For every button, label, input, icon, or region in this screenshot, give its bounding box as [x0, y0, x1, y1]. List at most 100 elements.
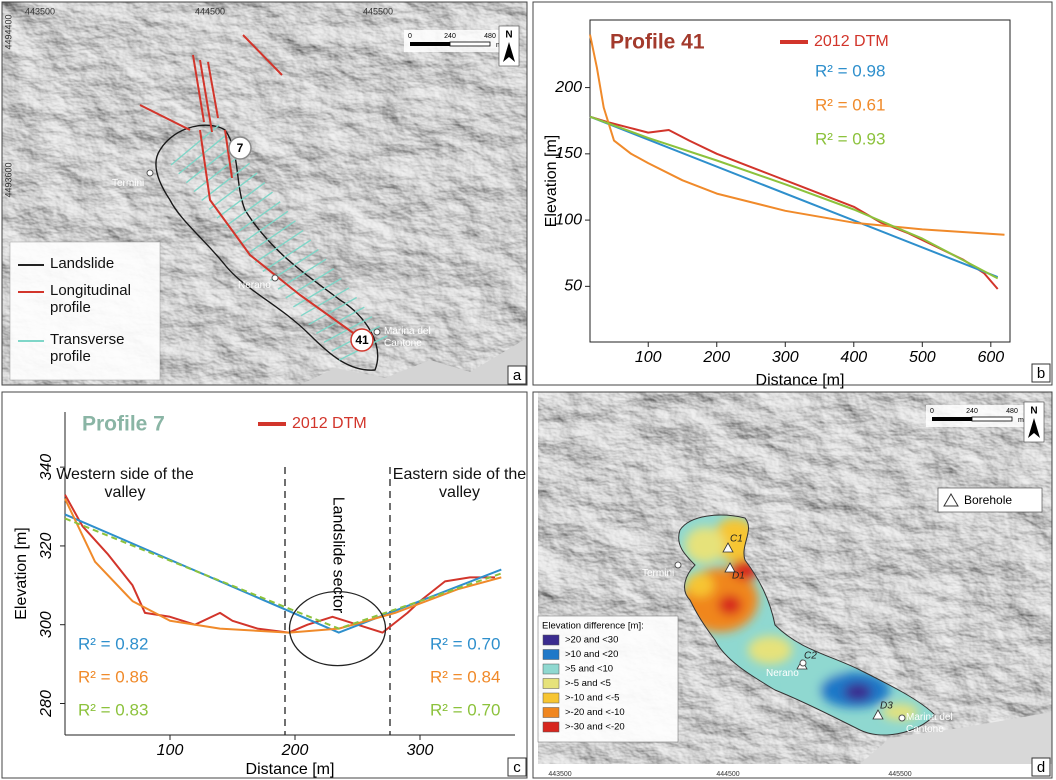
panel-frame	[2, 392, 527, 778]
x-tick-label: 100	[157, 742, 184, 759]
borehole-label: C1	[730, 534, 743, 545]
scale-label: 0	[930, 408, 934, 415]
place-dot	[899, 715, 905, 721]
panel-letter: a	[513, 367, 522, 384]
plot-frame	[590, 20, 1010, 342]
legend-swatch	[543, 722, 559, 732]
scale-label: 480	[484, 33, 496, 40]
chart-title: Profile 7	[82, 413, 165, 436]
scale-bar	[410, 42, 450, 46]
x-tick-label: 500	[909, 349, 936, 366]
panel-letter: c	[513, 759, 521, 776]
region-label: Western side of the valley	[45, 466, 205, 503]
north-label: N	[505, 30, 512, 41]
legend-swatch	[543, 693, 559, 703]
scale-bar	[450, 42, 490, 46]
legend-label: >20 and <30	[565, 635, 618, 646]
legend-label: >-20 and <-10	[565, 707, 625, 718]
chart-title: Profile 41	[610, 31, 705, 54]
place-label: Termini	[112, 178, 144, 190]
x-tick-label: 400	[840, 349, 867, 366]
profile-number: 41	[355, 333, 369, 347]
x-tick-label: 300	[772, 349, 799, 366]
diff-blob	[844, 683, 872, 701]
series-line	[65, 518, 501, 628]
scale-label: 0	[408, 33, 412, 40]
legend-label: R² = 0.61	[815, 95, 885, 114]
legend-label: 2012 DTM	[292, 415, 367, 432]
y-tick-label: 320	[38, 532, 55, 559]
place-label: Termini	[642, 568, 674, 580]
legend-title: Elevation difference [m]:	[542, 621, 644, 632]
figure: 7414435004445004455004494400449360002404…	[0, 0, 1056, 780]
y-axis-title: Elevation [m]	[543, 135, 560, 227]
place-dot	[272, 275, 278, 281]
region-label: Landslide sector	[329, 497, 346, 614]
borehole-legend-label: Borehole	[964, 493, 1012, 507]
legend-swatch	[543, 635, 559, 645]
place-label: Nerano	[766, 668, 799, 680]
coord-x: 445500	[363, 6, 393, 16]
region-label: Eastern side of the valley	[392, 466, 527, 503]
diff-blob	[685, 527, 725, 563]
figure-canvas: 7414435004445004455004494400449360002404…	[0, 0, 1056, 780]
y-tick-label: 300	[38, 611, 55, 638]
y-tick-label: 280	[38, 690, 55, 718]
place-dot	[374, 329, 380, 335]
legend-label: Landslide	[50, 255, 145, 272]
legend-swatch	[543, 664, 559, 674]
legend-label: >5 and <10	[565, 664, 613, 675]
diff-blob	[718, 595, 742, 615]
x-axis-title: Distance [m]	[756, 372, 845, 389]
x-tick-label: 300	[407, 742, 434, 759]
scale-label: 480	[1006, 408, 1018, 415]
legend-label: 2012 DTM	[814, 33, 889, 50]
coord-x: 444500	[195, 6, 225, 16]
profile-number: 7	[237, 141, 244, 155]
north-label: N	[1030, 406, 1037, 417]
scale-label: 240	[966, 408, 978, 415]
scale-unit: m	[1018, 417, 1024, 424]
panel-frame	[533, 2, 1052, 385]
x-tick-label: 600	[977, 349, 1004, 366]
legend-swatch	[543, 650, 559, 660]
diff-blob	[748, 636, 792, 664]
coord-y: 4493600	[3, 162, 13, 197]
x-axis-title: Distance [m]	[246, 761, 335, 778]
fit-r2: R² = 0.70	[430, 634, 500, 653]
place-label: Marina del Cantone	[384, 326, 454, 349]
legend-label: >-5 and <5	[565, 678, 611, 689]
legend-label: >-10 and <-5	[565, 693, 619, 704]
coord-x: 444500	[716, 771, 739, 778]
x-tick-label: 200	[281, 742, 309, 759]
borehole-label: D3	[880, 701, 893, 712]
legend-label: >10 and <20	[565, 649, 618, 660]
scale-bar	[972, 417, 1012, 421]
legend-label: Longitudinal profile	[50, 282, 145, 317]
borehole-label: C2	[804, 651, 817, 662]
legend-swatch	[543, 708, 559, 718]
coord-x: 445500	[888, 771, 911, 778]
scale-label: 240	[444, 33, 456, 40]
series-line	[590, 117, 998, 289]
place-dot	[675, 562, 681, 568]
place-label: Nerano	[238, 280, 271, 292]
panel-letter: b	[1037, 365, 1045, 382]
legend-label: R² = 0.98	[815, 61, 885, 80]
legend-label: Transverse profile	[50, 331, 145, 366]
x-tick-label: 100	[635, 349, 662, 366]
fit-r2: R² = 0.86	[78, 667, 148, 686]
diff-blob	[686, 573, 714, 597]
coord-x: 443500	[25, 6, 55, 16]
panel-letter: d	[1037, 759, 1045, 776]
fit-r2: R² = 0.83	[78, 700, 148, 719]
y-tick-label: 200	[554, 79, 582, 96]
borehole-label: D1	[732, 571, 745, 582]
place-dot	[800, 660, 806, 666]
series-line	[590, 117, 998, 277]
fit-r2: R² = 0.82	[78, 634, 148, 653]
y-axis-title: Elevation [m]	[13, 527, 30, 619]
coord-x: 443500	[548, 771, 571, 778]
legend-swatch	[543, 679, 559, 689]
series-line	[590, 35, 1005, 235]
